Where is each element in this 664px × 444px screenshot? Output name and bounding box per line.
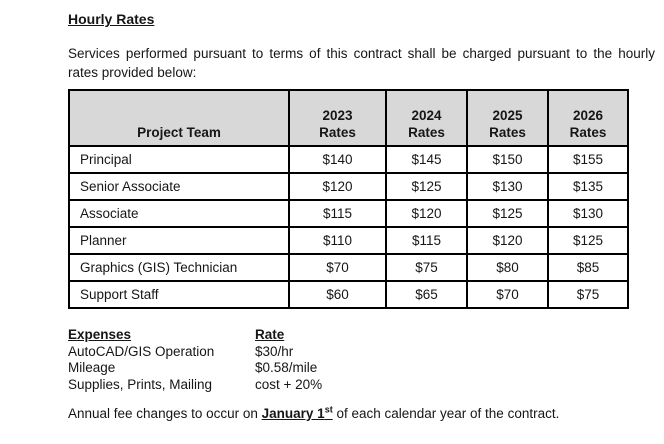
expense-rate: $0.58/mile <box>255 360 318 375</box>
expense-name: Supplies, Prints, Mailing <box>68 376 213 392</box>
rate-cell: $125 <box>547 226 629 255</box>
rate-cell: $120 <box>288 172 387 201</box>
column-header-2023-rates: 2023 Rates <box>288 89 387 147</box>
expense-rate: cost + 20% <box>255 376 323 392</box>
team-cell: Planner <box>68 226 290 255</box>
expense-name: Mileage <box>68 360 116 375</box>
expenses-section: Expenses Rate AutoCAD/GIS Operation $30/… <box>68 327 655 393</box>
expense-rate: $30/hr <box>255 343 294 359</box>
table-row: Principal $140 $145 $150 $155 <box>68 145 629 174</box>
rate-cell: $130 <box>547 199 629 228</box>
hourly-rates-table: Project Team 2023 Rates 2024 Rates 2025 … <box>68 89 629 309</box>
year-label: 2023 <box>322 108 353 123</box>
fee-note-date-ordinal: st <box>324 404 333 415</box>
rate-cell: $115 <box>385 226 468 255</box>
expenses-header-row: Expenses Rate <box>68 327 655 344</box>
rate-cell: $70 <box>288 253 387 282</box>
expense-name: AutoCAD/GIS Operation <box>68 343 215 359</box>
page-title: Hourly Rates <box>68 11 155 27</box>
project-team-label: Project Team <box>137 125 221 140</box>
rate-cell: $115 <box>288 199 387 228</box>
rate-cell: $85 <box>547 253 629 282</box>
rate-cell: $75 <box>547 280 629 309</box>
rate-cell: $110 <box>288 226 387 255</box>
rate-cell: $65 <box>385 280 468 309</box>
annual-fee-note: Annual fee changes to occur on January 1… <box>68 405 655 422</box>
year-label: 2026 <box>572 108 604 123</box>
rate-cell: $150 <box>466 145 549 174</box>
team-cell: Principal <box>68 145 290 174</box>
rate-cell: $120 <box>466 226 549 255</box>
rate-cell: $70 <box>466 280 549 309</box>
rate-cell: $130 <box>466 172 549 201</box>
rate-cell: $80 <box>466 253 549 282</box>
rate-cell: $75 <box>385 253 468 282</box>
rate-cell: $155 <box>547 145 629 174</box>
rate-column-header: Rate <box>255 327 285 342</box>
intro-paragraph: Services performed pursuant to terms of … <box>68 46 655 80</box>
fee-note-prefix: Annual fee changes to occur on <box>68 406 262 421</box>
rate-cell: $125 <box>385 172 468 201</box>
table-row: Associate $115 $120 $125 $130 <box>68 199 629 228</box>
fee-note-date: January 1st <box>261 404 333 421</box>
expenses-column-header: Expenses <box>68 327 132 342</box>
rate-cell: $60 <box>288 280 387 309</box>
expense-item: Supplies, Prints, Mailing cost + 20% <box>68 377 655 394</box>
year-label: 2024 <box>411 108 442 123</box>
column-header-2024-rates: 2024 Rates <box>385 89 468 147</box>
team-cell: Associate <box>68 199 290 228</box>
team-cell: Support Staff <box>68 280 290 309</box>
expense-item: AutoCAD/GIS Operation $30/hr <box>68 344 655 361</box>
document-page: Hourly Rates Services performed pursuant… <box>68 11 655 422</box>
rate-cell: $145 <box>385 145 468 174</box>
expense-item: Mileage $0.58/mile <box>68 360 655 377</box>
table-row: Support Staff $60 $65 $70 $75 <box>68 280 629 309</box>
column-header-2025-rates: 2025 Rates <box>466 89 549 147</box>
column-header-project-team: Project Team <box>68 89 290 147</box>
rate-cell: $125 <box>466 199 549 228</box>
rates-label: Rates <box>489 125 526 140</box>
table-row: Graphics (GIS) Technician $70 $75 $80 $8… <box>68 253 629 282</box>
rate-cell: $135 <box>547 172 629 201</box>
team-cell: Senior Associate <box>68 172 290 201</box>
year-label: 2025 <box>492 108 523 123</box>
table-row: Planner $110 $115 $120 $125 <box>68 226 629 255</box>
table-header-row: Project Team 2023 Rates 2024 Rates 2025 … <box>68 89 629 147</box>
fee-note-suffix: of each calendar year of the contract. <box>332 406 560 421</box>
column-header-2026-rates: 2026 Rates <box>547 89 629 147</box>
rates-label: Rates <box>569 125 607 140</box>
team-cell: Graphics (GIS) Technician <box>68 253 290 282</box>
table-row: Senior Associate $120 $125 $130 $135 <box>68 172 629 201</box>
rates-label: Rates <box>319 125 356 140</box>
rate-cell: $140 <box>288 145 387 174</box>
rates-label: Rates <box>408 125 445 140</box>
rate-cell: $120 <box>385 199 468 228</box>
